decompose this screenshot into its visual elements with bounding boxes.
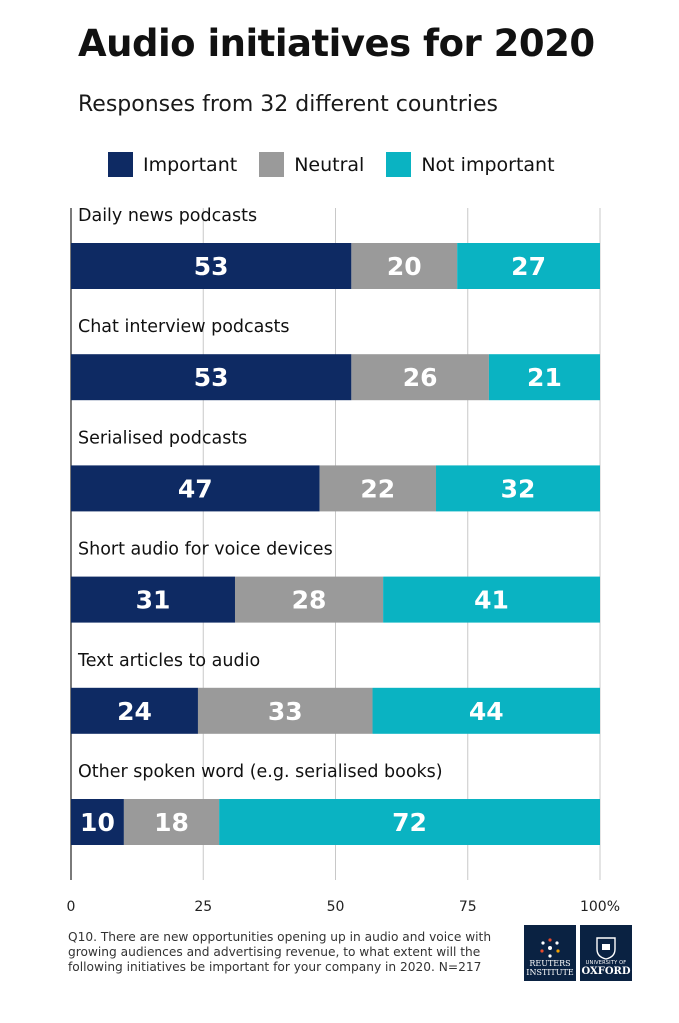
legend-swatch-important [108, 152, 133, 177]
data-label: 72 [392, 808, 427, 837]
bar-segment [372, 687, 600, 734]
x-tick-label: 75 [459, 899, 477, 915]
data-label: 44 [469, 697, 504, 726]
oxford-logo-line2: OXFORD [581, 966, 631, 977]
data-label: 53 [194, 252, 229, 281]
category-label: Serialised podcasts [78, 428, 247, 448]
oxford-university-logo: UNIVERSITY OF OXFORD [580, 925, 632, 981]
chart-subtitle: Responses from 32 different countries [78, 92, 498, 117]
bar-segment [71, 354, 352, 401]
legend-swatch-not-important [386, 152, 412, 177]
data-label: 33 [268, 697, 303, 726]
bar-segment [351, 243, 458, 289]
legend-item-neutral: Neutral [259, 152, 364, 177]
category-label: Chat interview podcasts [78, 317, 289, 337]
data-label: 31 [136, 586, 171, 615]
oxford-logo-line1: UNIVERSITY OF [585, 960, 627, 966]
data-label: 20 [387, 252, 422, 281]
legend-swatch-neutral [259, 152, 285, 177]
legend-label-important: Important [143, 153, 238, 176]
bar-segment [197, 687, 373, 734]
chart-title: Audio initiatives for 2020 [78, 22, 595, 65]
bar-segment [71, 799, 124, 845]
data-label: 10 [80, 808, 115, 837]
bar-segment [71, 243, 352, 289]
bar-segment [351, 354, 489, 401]
x-tick-label: 0 [67, 899, 76, 915]
data-label: 21 [527, 363, 562, 392]
data-label: 18 [154, 808, 189, 837]
category-label: Text articles to audio [77, 651, 260, 671]
category-label: Daily news podcasts [78, 206, 257, 226]
data-label: 53 [194, 363, 229, 392]
data-label: 24 [117, 697, 152, 726]
reuters-dots-icon [540, 938, 560, 958]
x-tick-label: 25 [194, 899, 212, 915]
bar-segment [71, 687, 198, 734]
bar-segment [71, 576, 235, 623]
legend-item-not-important: Not important [386, 152, 555, 177]
legend-label-neutral: Neutral [294, 153, 365, 176]
category-label: Other spoken word (e.g. serialised books… [78, 762, 443, 782]
bar-segment [457, 243, 600, 289]
reuters-logo-line2: INSTITUTE [526, 968, 574, 977]
category-label: Short audio for voice devices [78, 540, 333, 560]
reuters-logo-line1: REUTERS [529, 959, 571, 968]
data-label: 47 [178, 474, 213, 503]
bar-segment [219, 799, 600, 845]
data-label: 41 [474, 586, 509, 615]
data-label: 32 [501, 474, 536, 503]
bar-segment [436, 465, 600, 512]
bar-segment [123, 799, 220, 845]
bar-segment [71, 465, 320, 512]
x-tick-label: 100% [580, 899, 620, 915]
data-label: 22 [360, 474, 395, 503]
bar-segment [234, 576, 384, 623]
bar-segment [383, 576, 600, 623]
data-label: 27 [511, 252, 546, 281]
legend-item-important: Important [108, 152, 237, 177]
legend-label-not-important: Not important [421, 153, 555, 176]
x-tick-label: 50 [327, 899, 345, 915]
oxford-crest-icon [596, 937, 616, 960]
data-label: 28 [292, 586, 327, 615]
bar-segment [319, 465, 437, 512]
legend: Important Neutral Not important [108, 152, 577, 177]
reuters-institute-logo: REUTERS INSTITUTE [524, 925, 576, 981]
bar-segment [488, 354, 600, 401]
data-label: 26 [403, 363, 438, 392]
footnote: Q10. There are new opportunities opening… [68, 930, 492, 974]
stacked-bar-chart: 0 25 50 75 100% Daily news podcasts 53 20 27 Chat… [67, 206, 620, 915]
